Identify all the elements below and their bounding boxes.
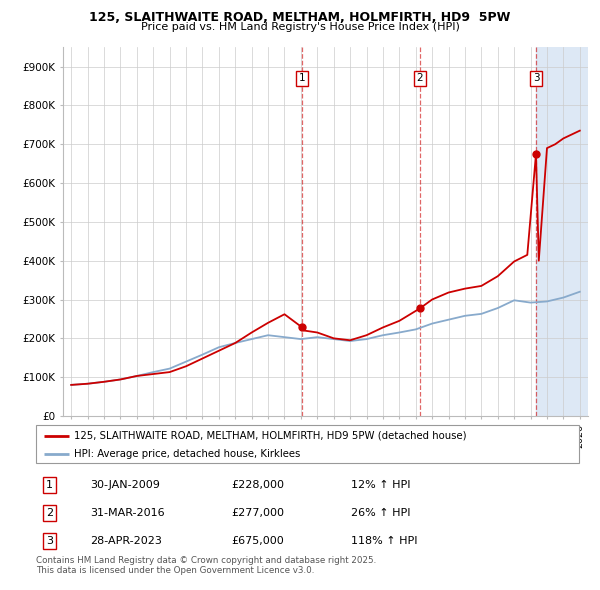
Text: 125, SLAITHWAITE ROAD, MELTHAM, HOLMFIRTH, HD9  5PW: 125, SLAITHWAITE ROAD, MELTHAM, HOLMFIRT…	[89, 11, 511, 24]
Text: 26% ↑ HPI: 26% ↑ HPI	[351, 508, 410, 518]
Text: Price paid vs. HM Land Registry's House Price Index (HPI): Price paid vs. HM Land Registry's House …	[140, 22, 460, 32]
Text: £228,000: £228,000	[232, 480, 284, 490]
Text: 30-JAN-2009: 30-JAN-2009	[91, 480, 160, 490]
FancyBboxPatch shape	[36, 425, 579, 463]
Text: 118% ↑ HPI: 118% ↑ HPI	[351, 536, 418, 546]
Text: 31-MAR-2016: 31-MAR-2016	[91, 508, 165, 518]
Text: 3: 3	[46, 536, 53, 546]
Text: 2: 2	[46, 508, 53, 518]
Text: 1: 1	[299, 73, 305, 83]
Text: 125, SLAITHWAITE ROAD, MELTHAM, HOLMFIRTH, HD9 5PW (detached house): 125, SLAITHWAITE ROAD, MELTHAM, HOLMFIRT…	[74, 431, 467, 441]
Text: HPI: Average price, detached house, Kirklees: HPI: Average price, detached house, Kirk…	[74, 448, 301, 458]
Text: 3: 3	[533, 73, 539, 83]
Text: 28-APR-2023: 28-APR-2023	[91, 536, 162, 546]
Text: 1: 1	[46, 480, 53, 490]
Text: 12% ↑ HPI: 12% ↑ HPI	[351, 480, 410, 490]
Text: £277,000: £277,000	[232, 508, 284, 518]
Text: £675,000: £675,000	[232, 536, 284, 546]
Polygon shape	[536, 47, 588, 416]
Text: Contains HM Land Registry data © Crown copyright and database right 2025.
This d: Contains HM Land Registry data © Crown c…	[36, 556, 376, 575]
Text: 2: 2	[416, 73, 423, 83]
